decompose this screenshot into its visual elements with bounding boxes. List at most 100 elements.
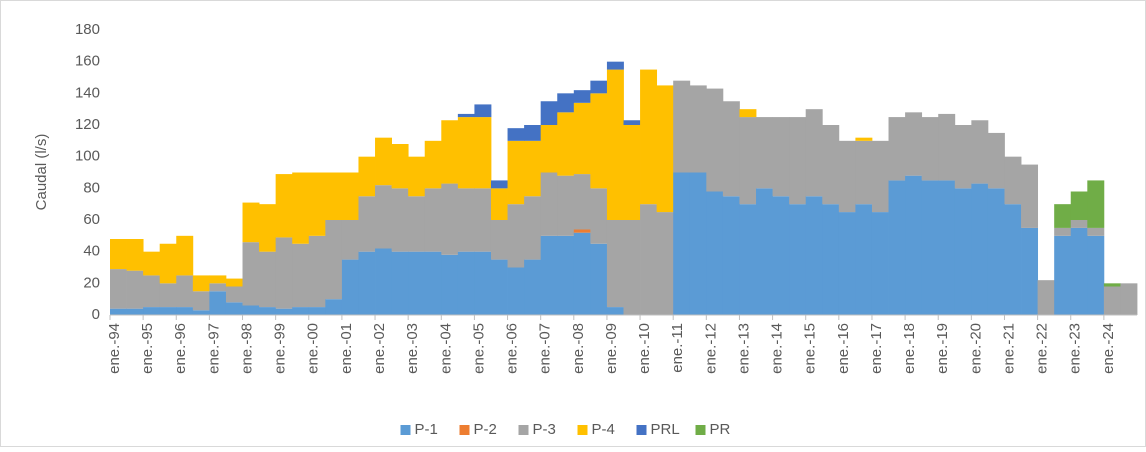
bar-segment [176,307,194,315]
bar-segment [143,251,161,276]
bar-segment [424,188,442,252]
y-tick-label: 140 [75,84,100,101]
bar-segment [126,308,144,315]
bar-segment [540,101,558,125]
bar-segment [673,172,691,315]
bar-segment [507,140,525,205]
bar-segment [557,112,575,176]
y-tick-label: 80 [83,179,100,196]
bar-segment [507,128,525,141]
bar-segment [391,144,409,189]
y-tick-label: 120 [75,116,100,133]
bar-segment [474,251,492,315]
bar-segment [176,235,194,276]
bar-segment [640,69,658,205]
bar-segment [325,172,343,220]
bar-segment [987,188,1005,315]
x-tick-label: ene.-15 [802,323,819,374]
bar-segment [507,204,525,268]
bar-segment [292,172,310,244]
bar-segment [159,283,177,308]
bar-segment [1070,227,1088,315]
bar-segment [1021,227,1039,315]
bar-segment [573,102,591,175]
legend-swatch [695,425,706,435]
bar-segment [1004,156,1022,205]
bar-segment [1070,220,1088,228]
x-tick-label: ene.-10 [636,323,653,374]
bar-segment [573,232,591,315]
bar-segment [308,307,326,315]
bar-segment [871,212,889,315]
bar-segment [905,112,923,176]
bar-segment [805,196,823,315]
legend-label: PR [710,421,731,438]
bar-segment [325,220,343,300]
bar-segment [623,125,641,220]
x-tick-label: ene.-14 [769,323,786,374]
bar-segment [954,125,972,189]
bar-segment [822,204,840,315]
bar-segment [391,188,409,252]
bar-segment [375,185,392,249]
x-tick-label: ene.-24 [1100,323,1117,374]
bar-segment [540,125,558,173]
bar-segment [292,307,310,315]
bar-segment [524,196,542,260]
bar-segment [557,93,575,113]
y-tick-label: 180 [75,21,100,38]
x-tick-label: ene.-20 [967,323,984,374]
legend-label: P-4 [592,421,615,438]
bar-segment [739,109,757,118]
bar-segment [524,125,542,141]
y-tick-label: 20 [83,274,100,291]
bar-segment [275,308,293,315]
bar-segment [1103,283,1121,287]
bar-segment [1120,283,1138,315]
bar-segment [110,308,127,315]
x-tick-label: ene.-97 [205,323,222,374]
bar-segment [209,291,227,315]
bar-segment [540,235,558,315]
bar-segment [905,175,923,315]
bar-segment [1054,204,1072,228]
bar-segment [110,239,127,270]
bar-segment [391,251,409,315]
x-tick-label: ene.-01 [338,323,355,374]
x-tick-label: ene.-98 [238,323,255,374]
x-tick-label: ene.-18 [901,323,918,374]
bar-segment [938,113,956,181]
bar-segment [126,270,144,309]
legend-swatch [518,425,529,435]
bar-segment [805,109,823,197]
bar-segment [606,220,624,308]
bar-segment [640,204,658,315]
bar-segment [110,269,127,309]
bar-segment [1054,227,1072,236]
bar-segment [358,251,376,315]
x-tick-label: ene.-12 [702,323,719,374]
legend-label: P-3 [533,421,556,438]
bar-segment [408,156,426,197]
bar-segment [209,275,227,284]
bar-segment [225,302,243,315]
bar-segment [126,239,144,271]
bar-segment [325,299,343,315]
bar-segment [490,188,508,220]
bar-segment [474,117,492,189]
bar-segment [772,196,790,315]
bar-segment [358,156,376,197]
bar-segment [524,259,542,315]
bar-segment [573,90,591,103]
x-tick-label: ene.-11 [669,323,686,373]
bar-segment [938,180,956,315]
bar-segment [1070,191,1088,220]
bar-segment [689,172,707,315]
x-tick-label: ene.-05 [470,323,487,374]
bar-segment [457,251,475,315]
bar-segment [1021,164,1039,228]
bar-segment [143,275,161,308]
bar-segment [888,180,906,315]
bar-segment [656,85,674,213]
bar-segment [855,204,873,315]
